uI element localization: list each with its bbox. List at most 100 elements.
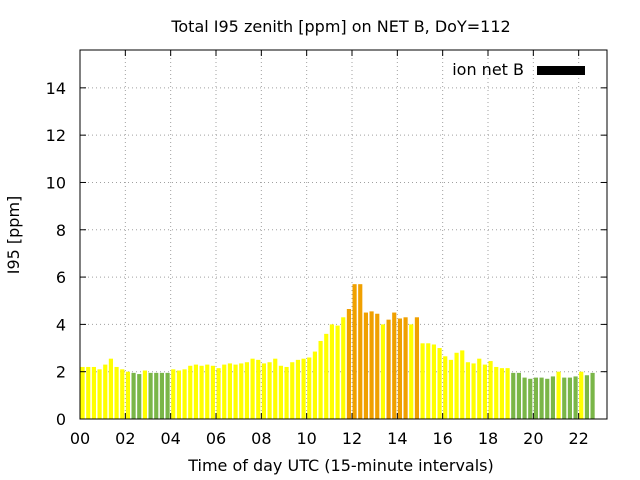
bar — [511, 372, 516, 419]
y-tick-label: 12 — [46, 126, 66, 145]
bar — [273, 358, 278, 419]
bar — [346, 309, 351, 419]
bar — [278, 365, 283, 419]
x-tick-label: 16 — [432, 429, 452, 448]
bar — [448, 359, 453, 419]
bar — [171, 369, 176, 419]
bar — [193, 364, 198, 419]
bar — [516, 372, 521, 419]
bar — [375, 313, 380, 419]
bar — [550, 376, 555, 419]
x-tick-label: 06 — [206, 429, 226, 448]
y-tick-label: 2 — [56, 363, 66, 382]
bar — [590, 372, 595, 419]
bar — [454, 352, 459, 419]
bar — [148, 372, 153, 419]
x-tick-label: 20 — [523, 429, 543, 448]
bar — [397, 318, 402, 419]
bar — [159, 372, 164, 419]
bar — [420, 343, 425, 419]
bar — [386, 319, 391, 419]
bar — [392, 312, 397, 419]
bar — [216, 368, 221, 419]
bar — [471, 363, 476, 419]
bar — [154, 372, 159, 419]
y-tick-label: 6 — [56, 268, 66, 287]
bar — [426, 343, 431, 419]
bar — [108, 358, 113, 419]
bar — [409, 324, 414, 419]
bar — [131, 372, 136, 419]
bar — [522, 377, 527, 419]
bar — [284, 366, 289, 419]
bar — [301, 358, 306, 419]
x-tick-label: 08 — [251, 429, 271, 448]
bar — [205, 364, 210, 419]
bar — [324, 333, 329, 419]
bar — [363, 312, 368, 419]
legend: ion net B — [452, 60, 585, 79]
bar — [505, 368, 510, 419]
bar — [380, 324, 385, 419]
y-tick-label: 4 — [56, 315, 66, 334]
bar — [403, 317, 408, 419]
y-tick-label: 14 — [46, 79, 66, 98]
x-tick-label: 14 — [387, 429, 407, 448]
bar — [165, 372, 170, 419]
bar — [329, 324, 334, 419]
bar — [573, 376, 578, 419]
legend-label: ion net B — [452, 60, 524, 79]
bar — [482, 364, 487, 419]
bar — [97, 369, 102, 419]
bar — [584, 375, 589, 419]
bar — [488, 361, 493, 419]
bar — [318, 340, 323, 419]
bar — [358, 284, 363, 419]
bar — [188, 365, 193, 419]
bar — [477, 358, 482, 419]
bars — [80, 284, 595, 419]
bar — [562, 377, 567, 419]
x-tick-label: 10 — [296, 429, 316, 448]
bar — [267, 362, 272, 419]
bar — [244, 362, 249, 419]
bar — [120, 369, 125, 419]
y-tick-label: 0 — [56, 410, 66, 429]
bar — [499, 368, 504, 419]
bar — [443, 356, 448, 419]
x-tick-label: 18 — [478, 429, 498, 448]
bar — [86, 366, 91, 419]
y-tick-label: 10 — [46, 173, 66, 192]
bar — [199, 365, 204, 419]
chart-title: Total I95 zenith [ppm] on NET B, DoY=112 — [170, 17, 510, 36]
bar — [290, 362, 295, 419]
bar — [103, 364, 108, 419]
bar — [227, 363, 232, 419]
bar — [567, 377, 572, 419]
bar — [556, 371, 561, 419]
bar — [437, 348, 442, 419]
x-tick-label: 04 — [160, 429, 180, 448]
x-tick-label: 22 — [568, 429, 588, 448]
bar — [125, 371, 130, 419]
bar — [261, 363, 266, 419]
bar — [352, 284, 357, 419]
bar — [539, 377, 544, 419]
x-tick-label: 12 — [342, 429, 362, 448]
bar — [137, 374, 142, 419]
x-tick-label: 02 — [115, 429, 135, 448]
bar — [579, 371, 584, 419]
bar — [528, 378, 533, 419]
bar — [182, 369, 187, 419]
bar — [431, 344, 436, 419]
bar — [414, 317, 419, 419]
bar — [341, 317, 346, 419]
grid — [80, 50, 607, 419]
bar — [533, 377, 538, 419]
bar — [335, 325, 340, 419]
plot-frame — [79, 49, 608, 420]
bar — [256, 359, 261, 419]
bar — [250, 358, 255, 419]
